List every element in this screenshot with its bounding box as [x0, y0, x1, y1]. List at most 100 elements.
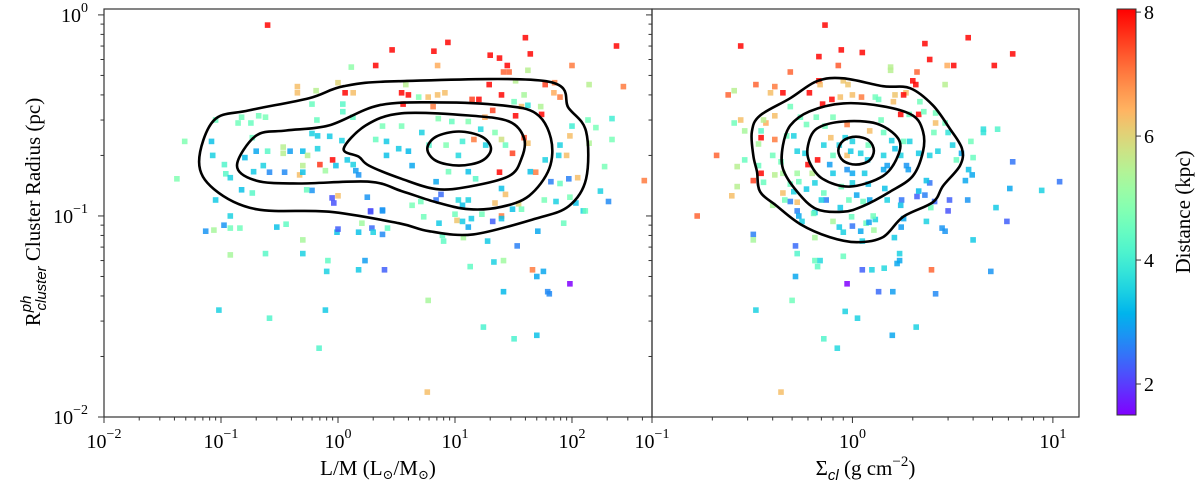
- data-point: [512, 78, 519, 84]
- data-point: [834, 345, 841, 351]
- data-point: [379, 231, 386, 238]
- data-point: [821, 142, 827, 148]
- data-point: [534, 332, 540, 339]
- data-point: [794, 208, 800, 214]
- data-point: [864, 157, 871, 163]
- data-point: [287, 148, 293, 154]
- data-point: [522, 34, 529, 41]
- data-point: [335, 226, 341, 232]
- data-point: [316, 345, 322, 351]
- data-point: [838, 47, 845, 53]
- axes-frame: [103, 8, 653, 418]
- data-point: [799, 218, 805, 225]
- data-point: [468, 215, 475, 222]
- data-point: [871, 227, 877, 233]
- data-point: [880, 166, 887, 173]
- x-tick-label: 101: [1039, 427, 1066, 453]
- data-point: [767, 90, 774, 96]
- data-point: [379, 123, 386, 129]
- data-point: [620, 83, 627, 90]
- data-point: [849, 170, 856, 177]
- data-point: [296, 172, 303, 178]
- data-point: [379, 208, 386, 214]
- data-point: [866, 197, 873, 203]
- data-point: [405, 92, 412, 98]
- y-axis-label: Rphcluster Cluster Radius (pc): [18, 98, 50, 326]
- data-point: [932, 120, 939, 126]
- data-point: [384, 225, 391, 231]
- data-point: [557, 142, 563, 148]
- data-point: [900, 92, 907, 98]
- data-point: [915, 111, 922, 118]
- data-point: [914, 69, 920, 75]
- data-point: [842, 308, 848, 315]
- data-point: [896, 250, 903, 257]
- scatter-points: [174, 22, 648, 395]
- data-point: [469, 96, 475, 103]
- data-point: [847, 148, 854, 154]
- data-point: [209, 152, 216, 159]
- data-point: [452, 211, 458, 217]
- data-point: [527, 168, 534, 175]
- data-point: [889, 332, 896, 339]
- y-axis: 100 10−1 10−2 Rphcluster Cluster Radius (pc…: [18, 1, 88, 429]
- data-point: [844, 281, 850, 287]
- data-point: [854, 315, 861, 321]
- data-point: [641, 177, 648, 184]
- data-point: [548, 178, 554, 185]
- data-point: [830, 170, 836, 177]
- data-point: [313, 87, 319, 94]
- data-point: [878, 117, 884, 123]
- data-point: [865, 142, 872, 148]
- data-point: [758, 134, 764, 141]
- data-point: [780, 90, 786, 96]
- data-point: [449, 118, 455, 125]
- data-point: [227, 174, 234, 181]
- data-point: [331, 200, 337, 206]
- data-point: [792, 273, 799, 280]
- data-point: [492, 200, 498, 206]
- data-point: [325, 257, 331, 264]
- data-point: [913, 81, 919, 88]
- data-point: [582, 208, 589, 214]
- data-point: [913, 324, 919, 330]
- data-point: [805, 161, 811, 168]
- data-point: [860, 198, 866, 205]
- data-point: [504, 62, 511, 69]
- data-point: [964, 197, 971, 203]
- data-point: [498, 215, 505, 222]
- data-point: [541, 197, 548, 203]
- data-point: [950, 62, 957, 69]
- x-tick-label: 10−2: [87, 427, 122, 453]
- data-point: [942, 228, 948, 234]
- data-point: [794, 148, 800, 154]
- data-point: [906, 138, 913, 145]
- data-point: [884, 197, 890, 203]
- density-contours: [750, 76, 965, 244]
- data-point: [322, 167, 329, 174]
- data-point: [769, 202, 776, 209]
- data-point: [486, 81, 492, 88]
- data-point: [817, 257, 823, 264]
- data-point: [900, 138, 907, 145]
- data-point: [942, 81, 948, 88]
- data-point: [849, 138, 856, 145]
- data-point: [487, 52, 493, 58]
- y-axis-ticks: [646, 14, 652, 418]
- data-point: [949, 142, 956, 148]
- data-point: [283, 221, 289, 227]
- data-point: [888, 137, 895, 144]
- data-point: [398, 123, 405, 129]
- data-point: [750, 177, 757, 184]
- data-point: [389, 47, 395, 53]
- data-point: [914, 193, 920, 200]
- data-point: [506, 69, 512, 75]
- data-point: [525, 140, 531, 146]
- data-point: [569, 123, 575, 129]
- data-point: [939, 225, 945, 231]
- data-point: [780, 190, 786, 196]
- data-point: [511, 336, 517, 342]
- data-point: [525, 102, 531, 109]
- data-point: [372, 136, 379, 143]
- data-point: [787, 103, 794, 110]
